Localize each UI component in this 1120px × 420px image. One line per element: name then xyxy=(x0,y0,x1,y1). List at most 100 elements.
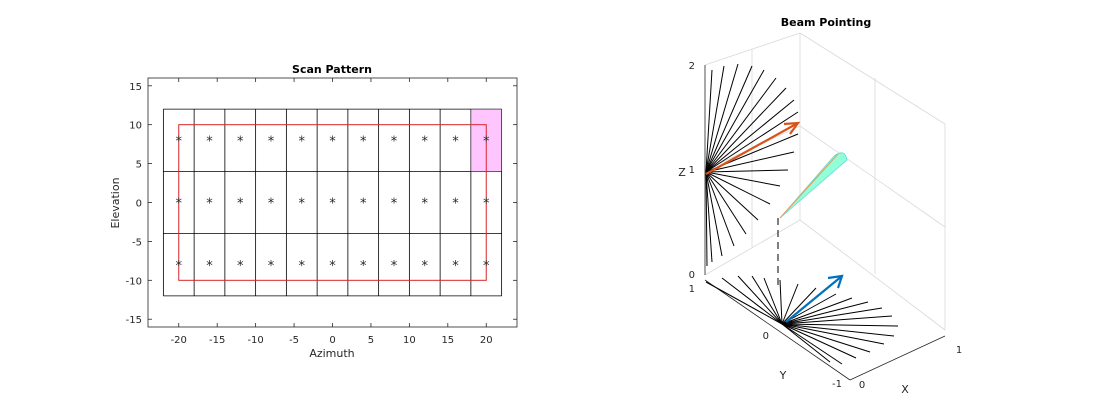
beam-pointing-axes: Beam Pointing xyxy=(678,16,962,396)
elevation-tick-label: 15 xyxy=(129,82,142,93)
beam-center-marker: * xyxy=(176,197,183,212)
scan-limit-boundary xyxy=(178,124,487,281)
beam-center-marker: * xyxy=(360,134,367,149)
beam-center-marker: * xyxy=(391,134,398,149)
azimuth-fan-line-6 xyxy=(781,283,799,325)
elevation-fan-line-14 xyxy=(705,171,759,221)
elevation-fan-line-4 xyxy=(705,69,765,173)
box-edge-floor-back xyxy=(704,219,801,276)
y-tick-0: 0 xyxy=(763,331,769,342)
elevation-fan-line-18 xyxy=(705,171,713,263)
elevation-fan-line-8 xyxy=(705,111,799,173)
azimuth-fan-line-7 xyxy=(781,287,817,325)
elevation-tick-label: 10 xyxy=(129,121,142,132)
azimuth-fan-line-16 xyxy=(781,323,871,353)
beam-center-marker: * xyxy=(391,197,398,212)
elevation-fan-lines xyxy=(705,63,799,267)
beam-grid xyxy=(162,108,503,297)
y-tick-neg1: -1 xyxy=(832,379,842,390)
scan-pattern-axes: Scan Pattern * * * * * * * * * * ** * * * * * * * * * ** * * * *… xyxy=(109,63,518,360)
elevation-fan-line-0 xyxy=(705,69,713,173)
azimuth-fan-line-14 xyxy=(781,323,895,337)
grid-z1-right xyxy=(799,125,946,228)
beam-center-marker: * xyxy=(483,197,490,212)
elevation-fan-line-7 xyxy=(705,99,795,173)
azimuth-fan-line-15 xyxy=(781,323,885,345)
box-edge-back-left xyxy=(704,32,801,66)
beam-cone-edge xyxy=(779,153,839,219)
beam-center-marker: * xyxy=(206,259,213,274)
azimuth-tick-label: -20 xyxy=(171,335,187,346)
azimuth-tick-label: -5 xyxy=(289,335,299,346)
azimuth-pointing-arrow xyxy=(785,274,844,323)
beam-center-marker: * xyxy=(237,197,244,212)
beam-center-marker: * xyxy=(483,134,490,149)
z-tick-2: 2 xyxy=(689,61,695,72)
beam-center-marker: * xyxy=(299,197,306,212)
x-tick-0: 0 xyxy=(859,380,865,391)
azimuth-fan-line-2 xyxy=(737,275,783,325)
elevation-fan-line-3 xyxy=(705,65,753,173)
z-axis-label: Z xyxy=(678,166,686,179)
elevation-tick-label: 5 xyxy=(136,160,142,171)
beam-center-marker: * xyxy=(299,259,306,274)
beam-center-marker: * xyxy=(299,134,306,149)
azimuth-tick-label: -10 xyxy=(247,335,263,346)
scan-plot-box xyxy=(147,77,518,328)
scan-limit-rect xyxy=(178,124,487,281)
elevation-fan-line-2 xyxy=(705,63,739,173)
beam-center-marker: * xyxy=(452,134,459,149)
x-axis-label: X xyxy=(901,383,909,396)
x-axis-line xyxy=(849,335,946,381)
azimuth-fan-line-3 xyxy=(751,275,783,325)
y-axis-line xyxy=(704,279,851,381)
elevation-tick-label: -15 xyxy=(126,315,142,326)
elevation-fan-line-5 xyxy=(705,77,777,173)
beam-center-marker: * xyxy=(422,134,429,149)
elevation-fan-line-10 xyxy=(705,151,795,173)
azimuth-ticks: -20 -15 -10 -5 0 5 10 15 20 xyxy=(171,78,493,346)
beam-center-marker: * xyxy=(329,197,336,212)
azimuth-fan-line-12 xyxy=(781,315,893,325)
beam-cone xyxy=(779,152,848,219)
azimuth-fan-line-5 xyxy=(779,279,783,325)
beam-center-marker: * xyxy=(483,259,490,274)
elevation-fan-line-17 xyxy=(705,171,723,257)
beam-cone-body xyxy=(779,152,848,219)
elevation-fan-line-13 xyxy=(705,171,771,205)
beam-center-marker: * xyxy=(237,259,244,274)
beam-center-marker: * xyxy=(268,197,275,212)
azimuth-fan-line-0 xyxy=(705,281,783,325)
azimuth-fan-line-18 xyxy=(781,323,843,365)
beam-center-marker: * xyxy=(329,134,336,149)
azimuth-tick-label: -15 xyxy=(209,335,225,346)
elevation-fan-line-12 xyxy=(705,171,781,187)
scan-pattern-title: Scan Pattern xyxy=(292,63,372,76)
beam-center-marker: * xyxy=(391,259,398,274)
elevation-tick-label: 0 xyxy=(136,199,142,210)
azimuth-fan-line-4 xyxy=(763,277,783,325)
azimuth-fan-line-11 xyxy=(781,307,883,325)
elevation-fan-line-16 xyxy=(705,171,735,247)
azimuth-tick-label: 0 xyxy=(329,335,335,346)
beam-center-marker: * xyxy=(268,259,275,274)
beam-center-marker: * xyxy=(452,197,459,212)
beam-pointing-title: Beam Pointing xyxy=(781,16,872,29)
beam-center-marker: * xyxy=(329,259,336,274)
azimuth-fan-line-9 xyxy=(781,297,853,325)
beam-center-marker: * xyxy=(237,134,244,149)
elevation-axis-label: Elevation xyxy=(109,177,122,228)
beam-center-marker: * xyxy=(360,197,367,212)
azimuth-fan-line-17 xyxy=(781,323,857,359)
azimuth-fan-line-10 xyxy=(781,301,869,325)
z-tick-0: 0 xyxy=(689,270,695,281)
azimuth-fan-lines xyxy=(705,275,899,365)
beam-center-marker: * xyxy=(268,134,275,149)
elevation-fan-line-6 xyxy=(705,87,787,173)
elevation-tick-label: -10 xyxy=(126,276,142,287)
azimuth-tick-label: 5 xyxy=(368,335,374,346)
beam-centers: * * * * * * * * * * * * * * * * * * * * * * * * * * * * * * * * * xyxy=(176,134,491,274)
azimuth-fan-line-19 xyxy=(781,323,831,363)
beam-center-marker: * xyxy=(360,259,367,274)
